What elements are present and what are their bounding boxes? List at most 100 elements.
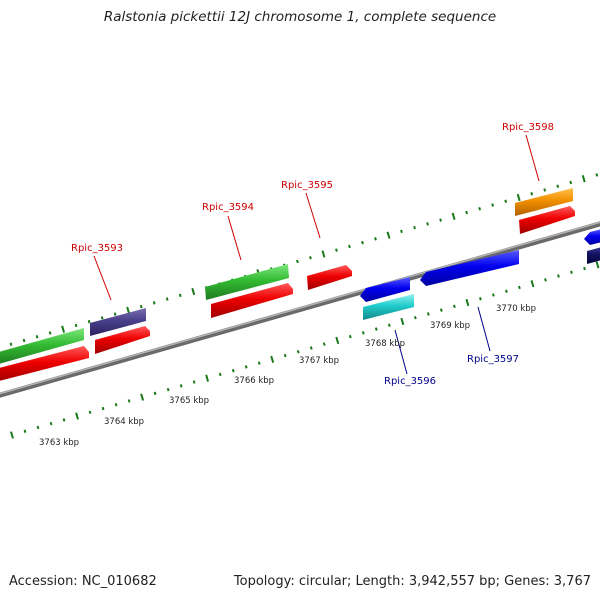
minor-tick <box>127 399 131 403</box>
minor-tick <box>374 237 377 241</box>
minor-tick <box>152 301 156 305</box>
minor-tick <box>413 315 417 320</box>
minor-tick <box>74 323 78 328</box>
minor-tick <box>335 248 338 252</box>
gene-arrow-blue <box>584 229 600 245</box>
minor-tick <box>569 180 573 185</box>
major-tick <box>516 193 521 202</box>
minor-tick <box>439 218 442 222</box>
scale-label-3769: 3769 kbp <box>430 321 470 331</box>
major-tick <box>75 412 79 420</box>
minor-tick <box>530 192 534 196</box>
minor-tick <box>374 327 378 331</box>
minor-tick <box>322 342 326 346</box>
gene-label-rpic-3596: Rpic_3596 <box>384 376 436 387</box>
minor-tick <box>139 304 143 309</box>
major-tick <box>400 317 405 326</box>
gene-arrow-green <box>0 328 84 364</box>
minor-tick <box>453 304 456 309</box>
major-tick <box>10 431 14 439</box>
minor-tick <box>413 225 416 230</box>
major-tick <box>191 287 196 296</box>
minor-tick <box>361 331 365 335</box>
gene-label-rpic-3598: Rpic_3598 <box>502 122 554 133</box>
minor-tick <box>23 429 27 433</box>
minor-tick <box>179 384 183 388</box>
accession-text: Accession: NC_010682 <box>9 574 157 589</box>
gene-arrow-red <box>211 283 293 318</box>
scale-label-3765: 3765 kbp <box>169 396 209 406</box>
scale-label-3764: 3764 kbp <box>104 417 144 427</box>
scale-label-3768: 3768 kbp <box>365 339 405 349</box>
scale-label-3766: 3766 kbp <box>234 376 274 386</box>
minor-tick <box>309 346 313 350</box>
gene-box-purple <box>90 308 146 336</box>
map-title: Ralstonia pickettii 12J chromosome 1, co… <box>103 9 497 25</box>
gene-box-navy <box>587 247 600 264</box>
minor-tick <box>178 293 182 298</box>
minor-tick <box>218 372 222 377</box>
minor-tick <box>87 319 91 324</box>
minor-tick <box>296 350 300 354</box>
topology-text: Topology: circular; Length: 3,942,557 bp… <box>233 574 591 589</box>
minor-tick <box>361 240 364 245</box>
minor-tick <box>426 312 430 316</box>
major-tick <box>321 250 326 258</box>
minor-tick <box>492 293 495 297</box>
major-tick <box>386 231 391 239</box>
minor-tick <box>583 266 586 271</box>
minor-tick <box>426 222 429 226</box>
backbone-line <box>0 221 600 398</box>
minor-tick <box>504 199 508 203</box>
gene-box-cyan <box>363 294 414 320</box>
minor-tick <box>505 289 508 293</box>
minor-tick <box>309 256 312 260</box>
minor-tick <box>556 184 560 188</box>
minor-tick <box>153 391 157 396</box>
minor-tick <box>35 335 39 339</box>
major-tick <box>530 280 535 288</box>
minor-tick <box>543 188 547 192</box>
reverse-genes <box>360 229 600 320</box>
major-tick <box>451 212 456 220</box>
minor-tick <box>48 331 52 335</box>
minor-tick <box>165 297 169 301</box>
minor-tick <box>296 259 299 264</box>
minor-tick <box>231 368 235 373</box>
major-tick <box>270 355 275 363</box>
minor-tick <box>22 338 26 343</box>
minor-tick <box>348 244 351 249</box>
minor-tick <box>49 421 53 426</box>
minor-tick <box>518 285 521 290</box>
minor-tick <box>114 403 118 407</box>
scale-label-3770: 3770 kbp <box>496 304 536 314</box>
minor-tick <box>478 207 482 211</box>
minor-tick <box>100 316 104 320</box>
major-tick <box>205 374 210 382</box>
gene-arrow-red <box>307 265 352 290</box>
minor-tick <box>192 380 196 384</box>
gene-arrow-red <box>519 206 575 234</box>
forward-strand-ticks <box>9 173 599 346</box>
minor-tick <box>283 353 287 358</box>
gene-arrow-blue <box>360 277 410 302</box>
minor-tick <box>9 342 13 346</box>
minor-tick <box>36 425 40 430</box>
minor-tick <box>544 278 547 282</box>
scale-label-3763: 3763 kbp <box>39 438 79 448</box>
gene-arrow-red <box>0 346 89 381</box>
minor-tick <box>62 418 66 422</box>
scale-label-3767: 3767 kbp <box>299 356 339 366</box>
scale-ticks <box>10 261 600 439</box>
major-tick <box>61 325 66 333</box>
gene-label-rpic-3597: Rpic_3597 <box>467 354 519 365</box>
minor-tick <box>557 274 560 278</box>
minor-tick <box>244 365 248 369</box>
gene-label-rpic-3595: Rpic_3595 <box>281 180 333 191</box>
minor-tick <box>88 410 92 415</box>
major-tick <box>140 393 145 401</box>
major-tick <box>595 261 600 269</box>
gene-label-rpic-3594: Rpic_3594 <box>202 202 254 213</box>
minor-tick <box>348 334 352 339</box>
